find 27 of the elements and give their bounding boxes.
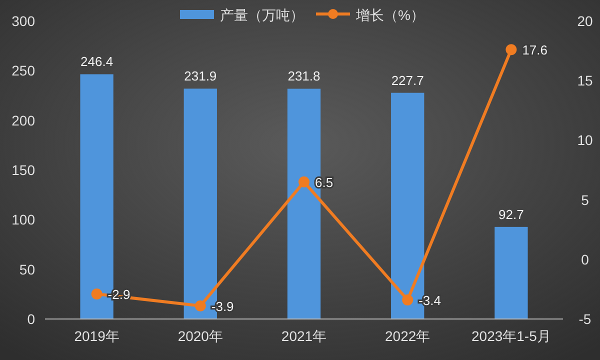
data-label: -2.9 (108, 286, 130, 302)
x-tick-label: 2021年 (281, 328, 327, 344)
x-tick-label: 2019年 (74, 328, 120, 344)
y-tick-label: 150 (12, 162, 36, 178)
x-tick-label: 2022年 (385, 328, 430, 344)
legend-label: 产量（万吨） (220, 7, 304, 23)
y2-tick-label: 0 (581, 251, 590, 268)
y-tick-label: 100 (12, 212, 36, 228)
data-label: 92.7 (498, 206, 524, 222)
data-label: 231.9 (184, 68, 217, 84)
y-tick-label: 250 (12, 62, 36, 79)
data-label: 17.6 (522, 42, 548, 58)
legend-label: 增长（%） (355, 7, 424, 23)
y2-tick-label: -5 (578, 311, 592, 327)
y2-tick-label: 20 (577, 13, 593, 29)
x-tick-label: 2023年1-5月 (472, 328, 551, 344)
y-tick-label: 0 (27, 311, 36, 327)
y2-tick-label: 10 (577, 132, 593, 148)
y2-tick-label: 5 (581, 192, 590, 208)
x-tick-label: 2020年 (178, 328, 223, 344)
data-label: 231.8 (288, 68, 320, 84)
y-tick-label: 300 (12, 13, 36, 29)
y2-tick-label: 15 (577, 72, 593, 89)
y-tick-label: 200 (12, 112, 36, 128)
data-label: 246.4 (80, 54, 114, 70)
y-tick-label: 50 (19, 261, 36, 278)
data-label: 227.7 (391, 72, 424, 88)
